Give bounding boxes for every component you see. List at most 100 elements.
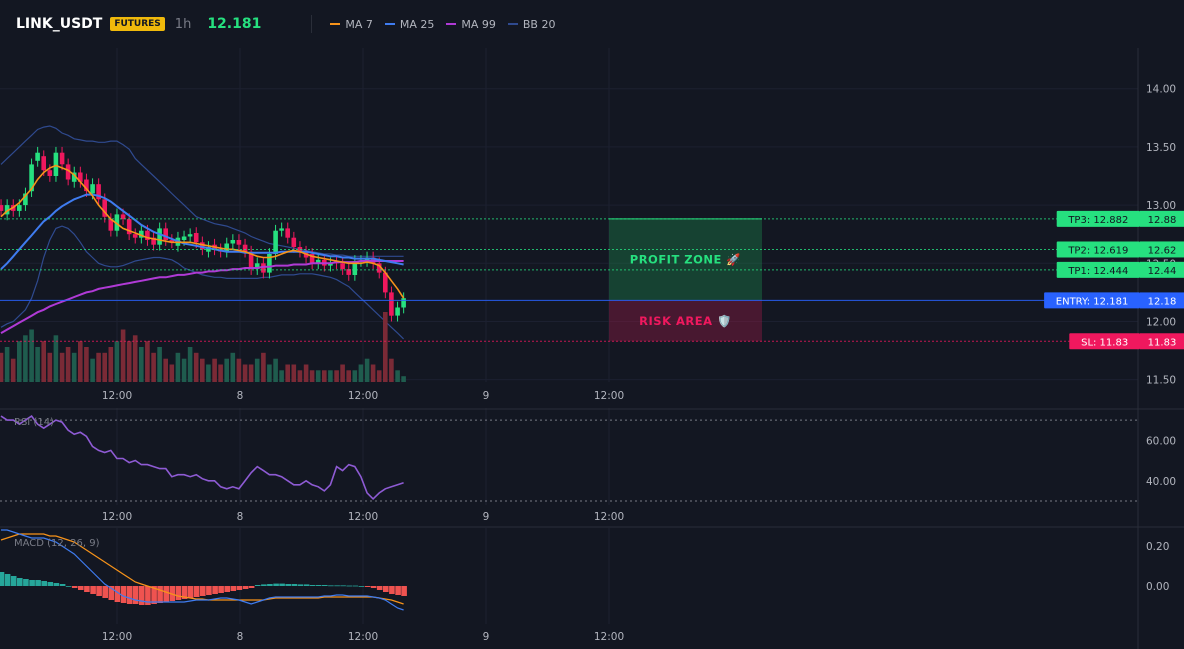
legend-ma25[interactable]: MA 25 xyxy=(384,18,434,31)
candle-body xyxy=(151,237,156,245)
candle-body xyxy=(285,228,290,238)
macd-tick: 0.00 xyxy=(1146,581,1169,593)
macd-histogram-bar xyxy=(181,586,188,599)
time-tick: 12:00 xyxy=(594,511,624,523)
volume-bar xyxy=(291,364,297,382)
ma7-swatch xyxy=(330,23,341,25)
macd-histogram-bar xyxy=(334,585,340,587)
rsi-line xyxy=(0,415,404,501)
profit-zone-label: PROFIT ZONE 🚀 xyxy=(630,253,742,267)
futures-badge: FUTURES xyxy=(110,17,165,31)
macd-histogram-bar xyxy=(53,583,60,586)
volume-bar xyxy=(132,335,138,382)
macd-histogram-bar xyxy=(242,586,249,589)
candle-body xyxy=(279,228,284,231)
legend-ma7-label: MA 7 xyxy=(345,17,373,31)
price-tick: 13.00 xyxy=(1146,200,1176,212)
macd-histogram-bar xyxy=(224,586,230,592)
price-tick: 13.50 xyxy=(1146,142,1176,154)
timeframe-label[interactable]: 1h xyxy=(174,16,192,32)
candle-body xyxy=(236,240,242,245)
legend-ma99[interactable]: MA 99 xyxy=(446,18,496,31)
candle-body xyxy=(340,263,345,270)
time-tick: 9 xyxy=(483,631,490,643)
macd-histogram-bar xyxy=(17,578,23,586)
volume-bar xyxy=(254,358,260,382)
axis-price-text: 12.88 xyxy=(1148,215,1177,226)
macd-histogram-bar xyxy=(23,579,29,586)
symbol-name[interactable]: LINK_USDT xyxy=(16,16,103,32)
volume-bar xyxy=(206,364,211,382)
axis-price-text: 11.83 xyxy=(1148,337,1177,348)
macd-histogram-bar xyxy=(346,585,352,587)
macd-histogram-bar xyxy=(322,585,328,586)
time-tick: 9 xyxy=(483,390,490,402)
time-tick: 12:00 xyxy=(348,631,378,643)
candle-body xyxy=(139,230,144,238)
candle-body xyxy=(157,228,162,245)
axis-price-box xyxy=(1140,241,1184,258)
volume-bar xyxy=(346,370,351,382)
macd-histogram-bar xyxy=(389,586,395,594)
candle-body xyxy=(163,228,168,240)
volume-bar xyxy=(315,370,321,382)
volume-bar xyxy=(102,352,107,382)
macd-histogram-bar xyxy=(59,584,66,586)
macd-histogram-bar xyxy=(163,586,169,602)
volume-bar xyxy=(352,370,358,382)
price-tick: 14.00 xyxy=(1146,84,1176,96)
ma25-swatch xyxy=(384,23,395,25)
macd-histogram-bar xyxy=(102,586,108,598)
level-label-text: SL: 11.83 xyxy=(1081,337,1128,348)
candle-body xyxy=(145,230,150,240)
candle-body xyxy=(47,170,53,176)
candle-body xyxy=(120,214,126,220)
volume-bar xyxy=(236,358,242,382)
volume-bar xyxy=(10,358,16,382)
volume-bar xyxy=(193,352,199,382)
candle-body xyxy=(4,205,10,215)
volume-bar xyxy=(59,352,65,382)
ma99-line xyxy=(0,260,404,334)
macd-histogram-bar xyxy=(157,586,163,603)
macd-signal-line xyxy=(0,533,404,605)
volume-bar xyxy=(169,364,175,382)
time-tick: 12:00 xyxy=(348,390,378,402)
header-divider xyxy=(311,15,313,33)
candle-body xyxy=(315,259,321,264)
legend-ma7[interactable]: MA 7 xyxy=(330,18,373,31)
volume-bar xyxy=(218,364,223,382)
time-tick: 8 xyxy=(237,631,244,643)
volume-bar xyxy=(279,370,284,382)
volume-bar xyxy=(328,370,333,382)
legend-bb20[interactable]: BB 20 xyxy=(507,18,555,31)
macd-histogram-bar xyxy=(303,584,310,586)
macd-histogram-bar xyxy=(84,586,90,592)
macd-histogram-bar xyxy=(78,586,84,590)
macd-histogram-bar xyxy=(376,586,383,590)
macd-histogram-bar xyxy=(96,586,102,596)
candle-body xyxy=(23,193,28,206)
volume-bar xyxy=(84,347,89,382)
macd-histogram-bar xyxy=(279,583,285,586)
volume-bar xyxy=(322,370,327,382)
volume-bar xyxy=(126,341,132,382)
time-tick: 12:00 xyxy=(102,390,132,402)
macd-histogram-bar xyxy=(395,586,401,595)
trade-zones: PROFIT ZONE 🚀 RISK AREA 🛡️ xyxy=(609,218,762,342)
volume-bar xyxy=(230,352,236,382)
volume-bar xyxy=(41,341,46,382)
candle-body xyxy=(126,219,132,235)
candle-body xyxy=(181,236,187,240)
candle-body xyxy=(200,242,205,250)
candle-body xyxy=(17,205,22,211)
candle-body xyxy=(65,164,71,180)
candle-body xyxy=(383,272,388,293)
candle-body xyxy=(309,254,315,264)
macd-histogram-bar xyxy=(254,585,261,586)
volume-bar xyxy=(364,358,370,382)
volume-bar xyxy=(163,358,168,382)
bb20-swatch xyxy=(507,23,518,25)
